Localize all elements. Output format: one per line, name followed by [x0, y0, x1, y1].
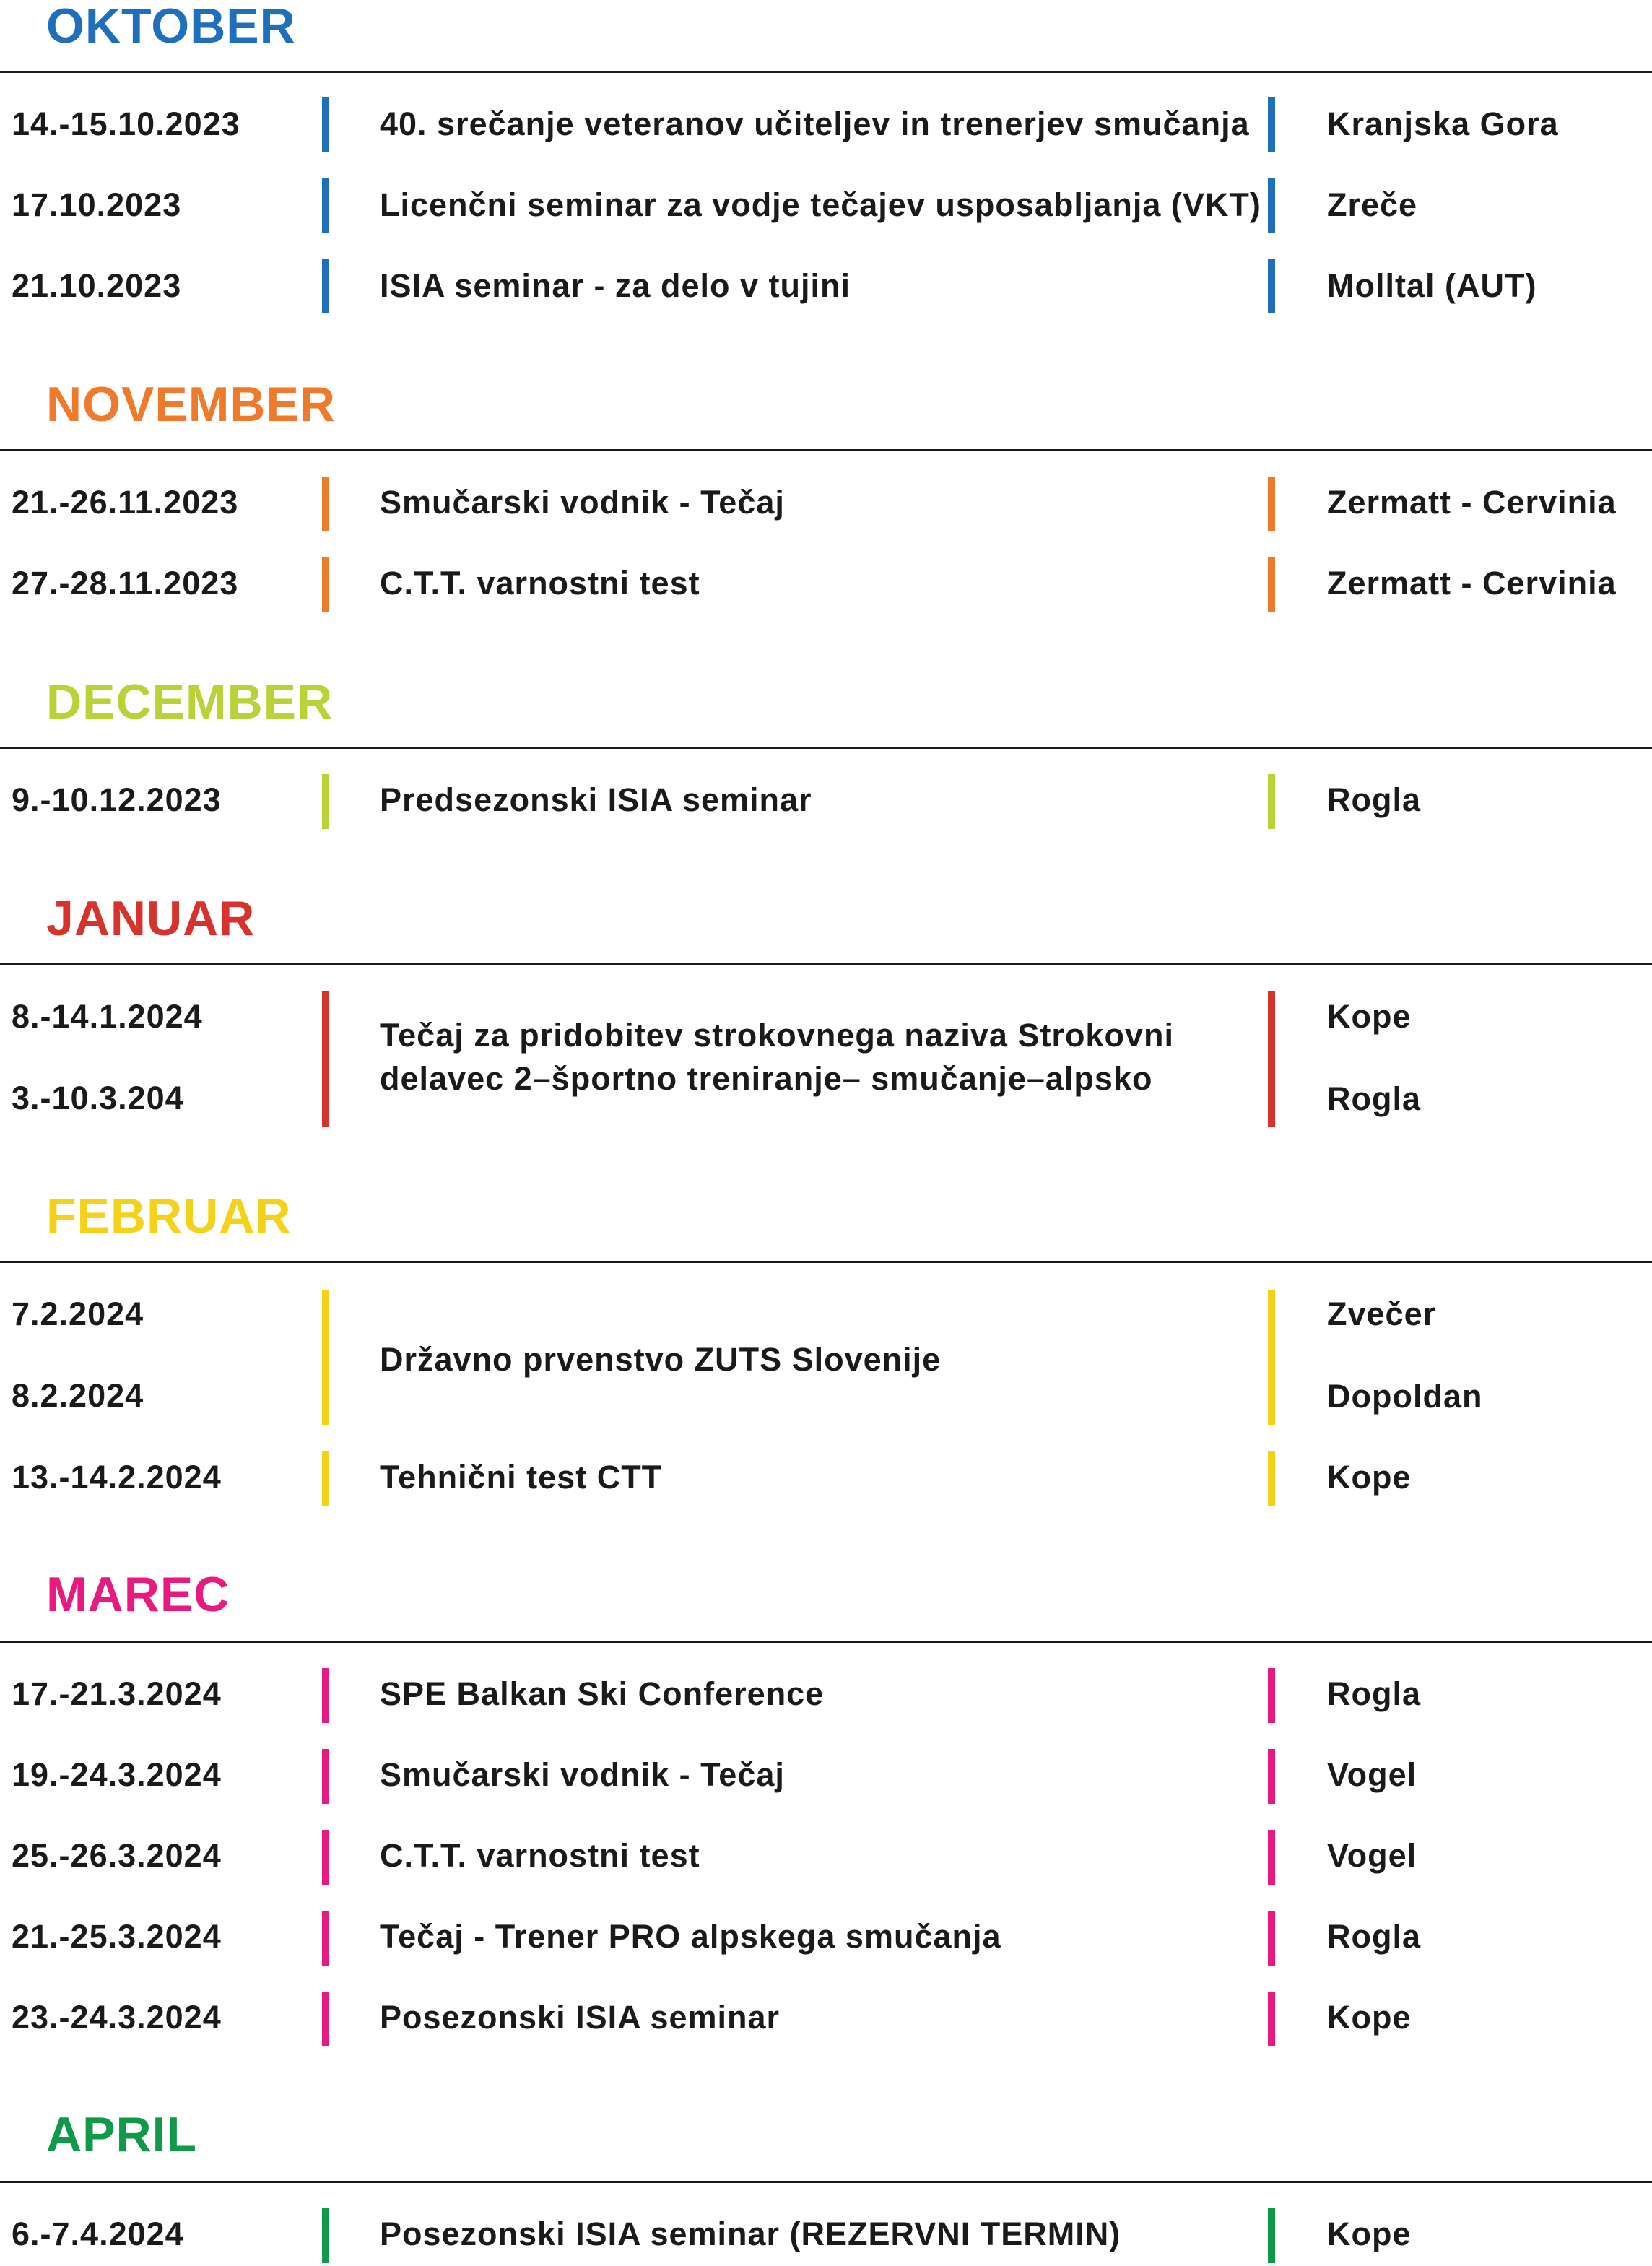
event-name: Posezonski ISIA seminar [380, 1999, 781, 2036]
separator-bar [1268, 1992, 1275, 2046]
event-date: 13.-14.2.2024 [12, 1459, 222, 1496]
separator-bar [1268, 1911, 1275, 1966]
separator-bar [1268, 259, 1275, 313]
event-name: ISIA seminar - za delo v tujini [380, 267, 851, 304]
event-location: Kope [1327, 1459, 1412, 1496]
event-name: Tečaj za pridobitev strokovnega naziva S… [380, 1017, 1174, 1097]
month-title: MAREC [46, 1567, 230, 1622]
event-name: Tehnični test CTT [380, 1459, 663, 1496]
divider [0, 1641, 1652, 1643]
event-location: Rogla [1327, 1675, 1422, 1712]
separator-bar [322, 477, 329, 531]
divider [0, 71, 1652, 73]
event-name: Smučarski vodnik - Tečaj [380, 1756, 785, 1793]
event-date: 6.-7.4.2024 [12, 2215, 184, 2252]
separator-bar [322, 1290, 329, 1425]
event-date: 19.-24.3.2024 [12, 1756, 222, 1793]
divider [0, 963, 1652, 965]
separator-bar [1268, 991, 1275, 1127]
separator-bar [1268, 97, 1275, 152]
separator-bar [322, 1668, 329, 1723]
separator-bar [322, 97, 329, 152]
event-location: Kope [1327, 998, 1412, 1035]
event-name: Predsezonski ISIA seminar [380, 781, 812, 818]
separator-bar [322, 1911, 329, 1966]
separator-bar [322, 259, 329, 313]
divider [0, 449, 1652, 451]
event-date: 3.-10.3.204 [12, 1080, 184, 1116]
event-date: 9.-10.12.2023 [12, 781, 222, 818]
event-name: C.T.T. varnostni test [380, 565, 700, 602]
event-location: Molltal (AUT) [1327, 267, 1537, 304]
separator-bar [1268, 557, 1275, 612]
separator-bar [1268, 1290, 1275, 1425]
event-date: 21.-26.11.2023 [12, 484, 239, 521]
separator-bar [322, 1749, 329, 1804]
separator-bar [322, 1451, 329, 1506]
month-title: DECEMBER [46, 674, 334, 729]
event-date: 8.2.2024 [12, 1377, 144, 1414]
event-date: 14.-15.10.2023 [12, 105, 240, 142]
event-location: Vogel [1327, 1837, 1417, 1874]
event-location: Kope [1327, 2215, 1412, 2252]
event-location: Dopoldan [1327, 1378, 1483, 1415]
event-date: 21.-25.3.2024 [12, 1918, 222, 1955]
event-name: C.T.T. varnostni test [380, 1837, 700, 1874]
separator-bar [1268, 1830, 1275, 1885]
divider [0, 2181, 1652, 2183]
event-name: Tečaj - Trener PRO alpskega smučanja [380, 1918, 1001, 1955]
event-location: Rogla [1327, 1080, 1422, 1117]
separator-bar [1268, 178, 1275, 233]
event-name: SPE Balkan Ski Conference [380, 1675, 825, 1712]
separator-bar [322, 2208, 329, 2263]
event-location: Zvečer [1327, 1295, 1437, 1332]
event-location: Zermatt - Cervinia [1327, 565, 1617, 602]
event-date: 17.10.2023 [12, 186, 182, 223]
event-location: Vogel [1327, 1756, 1417, 1793]
separator-bar [322, 991, 329, 1127]
month-title: FEBRUAR [46, 1189, 292, 1243]
separator-bar [1268, 2208, 1275, 2263]
separator-bar [1268, 1749, 1275, 1804]
separator-bar [322, 1830, 329, 1885]
event-location: Kranjska Gora [1327, 105, 1559, 142]
month-title: NOVEMBER [46, 377, 336, 432]
event-name: Smučarski vodnik - Tečaj [380, 484, 785, 521]
divider [0, 1261, 1652, 1263]
separator-bar [1268, 1668, 1275, 1723]
event-name: Posezonski ISIA seminar (REZERVNI TERMIN… [380, 2215, 1121, 2252]
separator-bar [322, 774, 329, 829]
event-date: 21.10.2023 [12, 267, 182, 304]
event-date: 17.-21.3.2024 [12, 1675, 222, 1712]
event-location: Zermatt - Cervinia [1327, 484, 1617, 521]
event-name: Državno prvenstvo ZUTS Slovenije [380, 1341, 942, 1378]
event-location: Kope [1327, 1999, 1412, 2036]
event-date: 8.-14.1.2024 [12, 998, 203, 1035]
event-date: 7.2.2024 [12, 1295, 144, 1332]
event-name: Licenčni seminar za vodje tečajev usposa… [380, 186, 1261, 223]
separator-bar [1268, 774, 1275, 829]
separator-bar [1268, 1451, 1275, 1506]
month-title: APRIL [46, 2107, 197, 2162]
event-location: Zreče [1327, 186, 1418, 223]
month-title: OKTOBER [46, 0, 296, 53]
separator-bar [1268, 477, 1275, 531]
event-date: 25.-26.3.2024 [12, 1837, 222, 1874]
event-location: Rogla [1327, 1918, 1422, 1955]
month-title: JANUAR [46, 891, 256, 946]
separator-bar [322, 178, 329, 233]
event-location: Rogla [1327, 781, 1422, 818]
event-date: 27.-28.11.2023 [12, 565, 239, 602]
event-name: 40. srečanje veteranov učiteljev in tren… [380, 105, 1250, 142]
event-date: 23.-24.3.2024 [12, 1999, 222, 2036]
separator-bar [322, 557, 329, 612]
divider [0, 747, 1652, 749]
separator-bar [322, 1992, 329, 2046]
